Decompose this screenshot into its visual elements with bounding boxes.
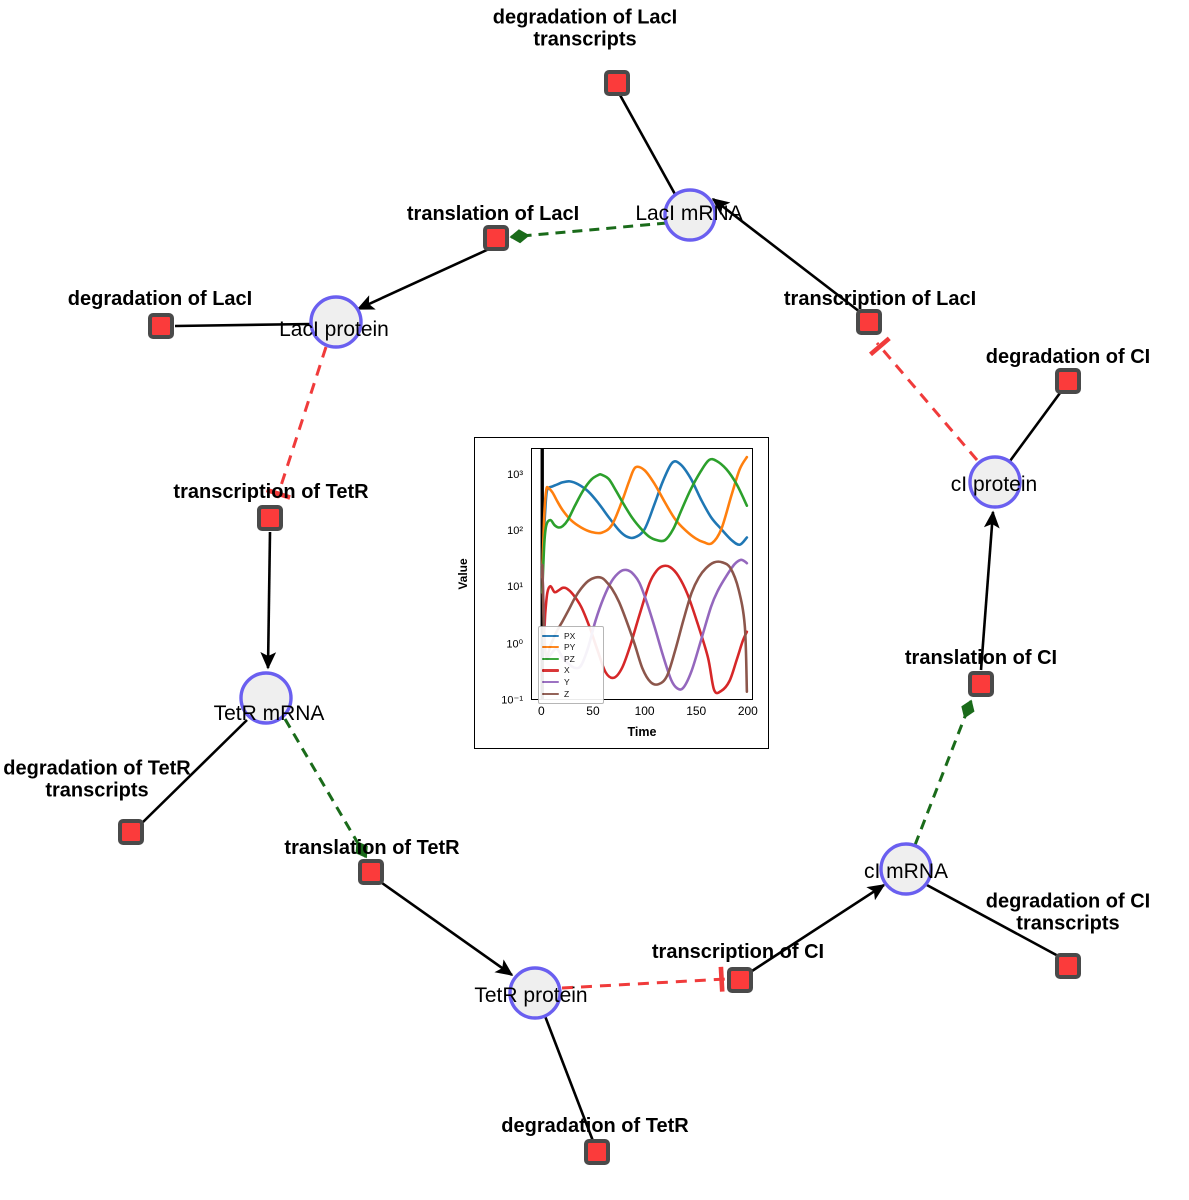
legend-swatch-icon	[542, 669, 559, 672]
edge-tetr-protein-to-degradation-tetr	[543, 1015, 595, 1142]
edge-ci-protein-to-degradation-ci	[1008, 392, 1062, 462]
edge-deg-laci-transcripts-to-laci-mrna	[618, 94, 678, 197]
chart-x-tick-0: 0	[537, 704, 545, 718]
chart-y-tick-2: 10¹	[507, 581, 523, 594]
chart-legend: PX PY PZ X Y Z	[538, 626, 604, 704]
chart-legend-item-pz: PZ	[542, 653, 599, 665]
chart-y-axis-label: Value	[456, 558, 470, 590]
reaction-node-transcription-tetr[interactable]	[257, 505, 283, 531]
legend-label: PZ	[564, 653, 575, 664]
edge-catalysis-tetr-mrna-to-translation-tetr	[283, 718, 368, 859]
chart-legend-item-z: Z	[542, 688, 599, 700]
species-node-laci-protein[interactable]	[309, 295, 363, 349]
reaction-node-transcription-ci[interactable]	[727, 967, 753, 993]
edge-tetr-mrna-to-degradation-tetr-transcripts	[141, 719, 248, 824]
chart-x-tick-4: 200	[737, 704, 758, 718]
legend-label: PX	[564, 630, 576, 641]
edge-inhibition-laci-protein-to-transcription-tetr	[265, 346, 328, 500]
edge-transcription-laci-to-laci-mrna	[711, 197, 861, 314]
legend-label: Y	[564, 676, 570, 687]
chart-x-tick-3: 150	[686, 704, 707, 718]
legend-swatch-icon	[542, 692, 559, 695]
edge-inhibition-tetr-protein-to-transcription-ci	[561, 966, 727, 992]
legend-label: PY	[564, 642, 576, 653]
species-node-laci-mrna[interactable]	[663, 188, 717, 242]
chart-y-tick-3: 10²	[507, 525, 523, 538]
species-node-ci-mrna[interactable]	[879, 842, 933, 896]
reaction-node-transcription-laci[interactable]	[856, 309, 882, 335]
reaction-node-degradation-ci-transcripts[interactable]	[1055, 953, 1081, 979]
edge-translation-laci-to-laci-protein	[356, 247, 490, 311]
edge-laci-protein-to-degradation-laci	[174, 322, 312, 328]
legend-label: Z	[564, 688, 570, 699]
chart-series-pz	[540, 457, 749, 595]
chart-x-tick-2: 100	[634, 704, 655, 718]
legend-swatch-icon	[542, 657, 559, 661]
reaction-node-translation-tetr[interactable]	[358, 859, 384, 885]
chart-legend-item-x: X	[542, 665, 599, 677]
reaction-node-degradation-tetr[interactable]	[584, 1139, 610, 1165]
reaction-node-degradation-ci[interactable]	[1055, 368, 1081, 394]
chart-legend-item-py: PY	[542, 642, 599, 654]
legend-label: X	[564, 665, 570, 676]
reaction-node-translation-ci[interactable]	[968, 671, 994, 697]
edge-catalysis-ci-mrna-to-translation-ci	[913, 699, 975, 846]
edge-ci-mrna-to-degradation-ci-transcripts	[924, 882, 1061, 959]
chart-x-axis-label: Time	[627, 725, 657, 739]
edge-catalysis-laci-mrna-to-translation-laci	[509, 221, 668, 244]
chart-series-py	[540, 455, 749, 579]
edge-translation-ci-to-ci-protein	[979, 510, 1000, 671]
inset-chart: Value 10⁻¹ 10⁰ 10¹ 10² 10³ 0 50 100 150 200 Time…	[456, 437, 769, 749]
edge-inhibition-ci-protein-to-transcription-laci	[868, 336, 979, 461]
legend-swatch-icon	[542, 646, 559, 649]
edge-translation-tetr-to-tetr-protein	[381, 881, 514, 977]
species-node-tetr-mrna[interactable]	[239, 671, 293, 725]
reaction-node-degradation-laci-transcripts[interactable]	[604, 70, 630, 96]
chart-x-tick-1: 50	[586, 704, 600, 718]
reaction-node-translation-laci[interactable]	[483, 225, 509, 251]
reaction-node-degradation-laci[interactable]	[148, 313, 174, 339]
species-node-tetr-protein[interactable]	[508, 966, 562, 1020]
species-node-ci-protein[interactable]	[968, 455, 1022, 509]
legend-swatch-icon	[542, 634, 559, 637]
chart-legend-item-px: PX	[542, 630, 599, 642]
chart-series-px	[540, 460, 749, 572]
legend-swatch-icon	[542, 681, 559, 684]
chart-y-tick-1: 10⁰	[506, 638, 523, 651]
chart-y-tick-0: 10⁻¹	[501, 694, 523, 707]
chart-legend-item-y: Y	[542, 676, 599, 688]
reaction-node-degradation-tetr-transcripts[interactable]	[118, 819, 144, 845]
chart-series-x	[540, 563, 749, 695]
chart-y-tick-4: 10³	[507, 468, 523, 481]
edge-transcription-tetr-to-tetr-mrna	[260, 531, 277, 670]
edge-transcription-ci-to-ci-mrna	[751, 883, 886, 973]
